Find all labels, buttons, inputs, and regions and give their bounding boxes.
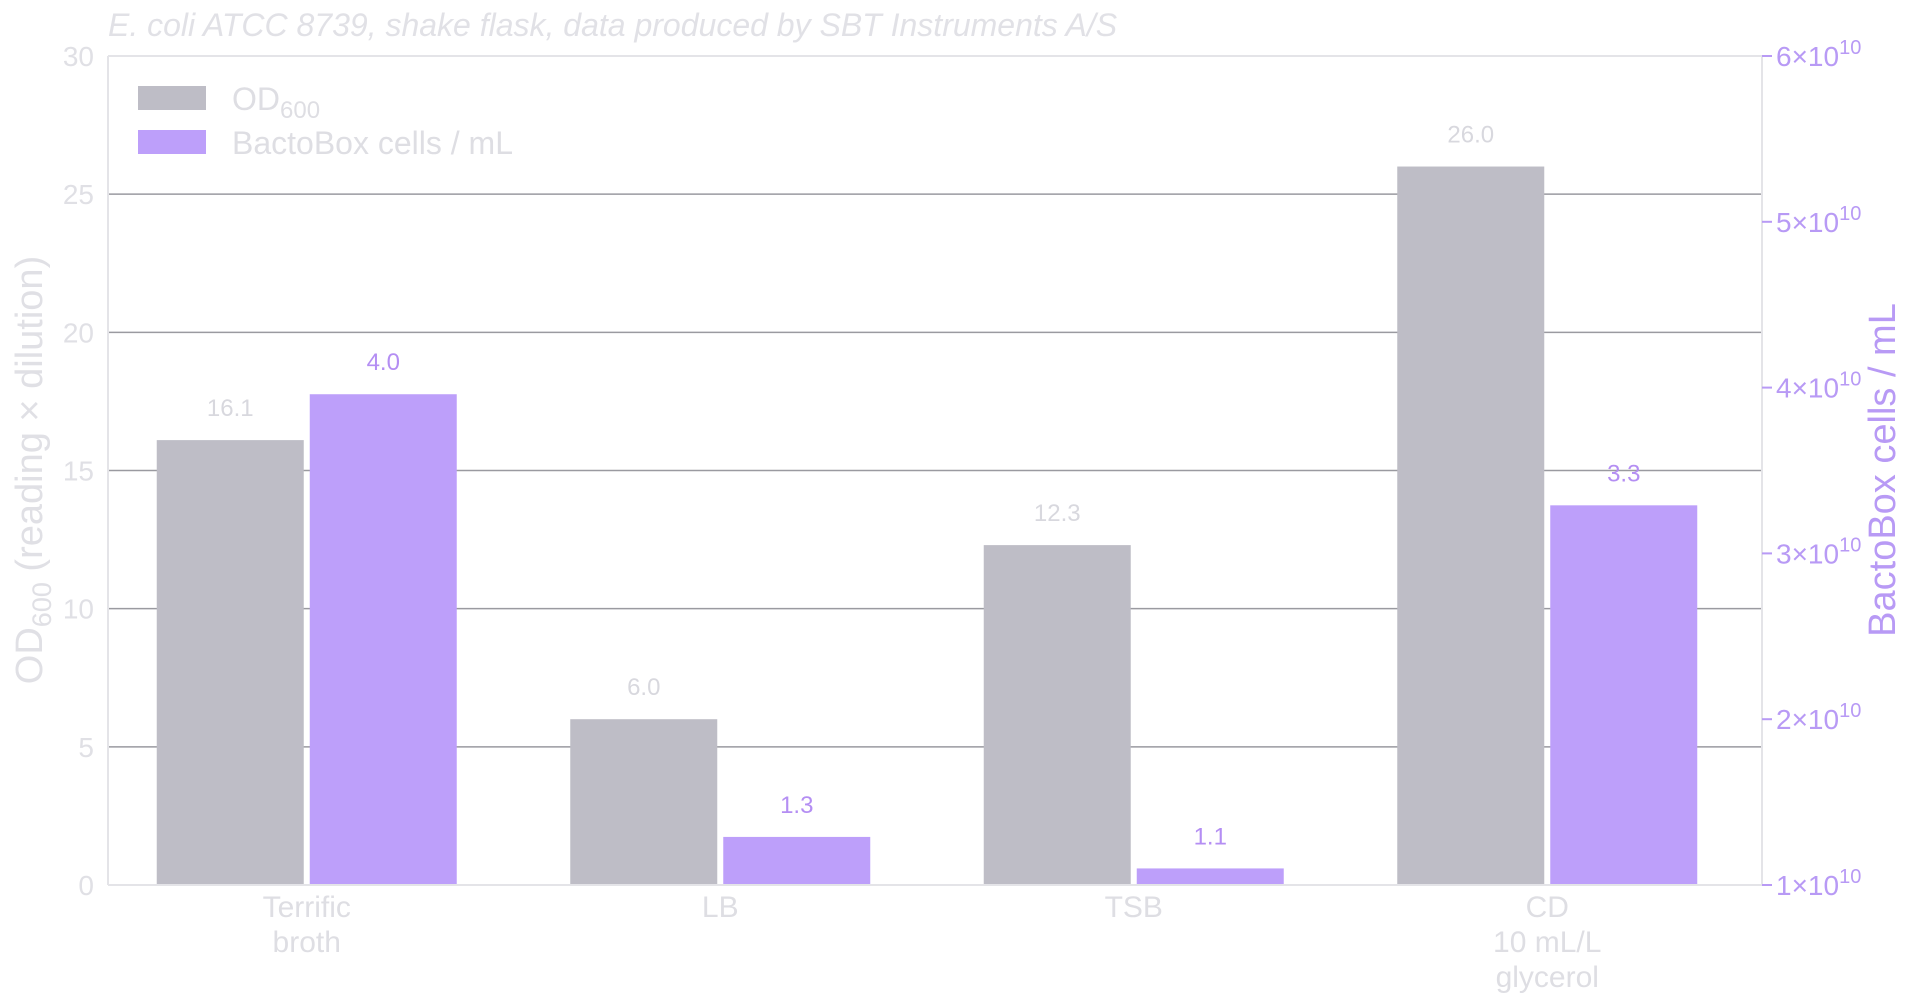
legend-swatch — [138, 86, 206, 110]
data-label-bactobox: 1.1 — [1194, 823, 1227, 850]
bar-od600 — [570, 719, 718, 885]
y-axis-left-label: OD600 (reading × dilution) — [9, 256, 57, 684]
y-left-tick-label: 20 — [63, 317, 94, 348]
category-label: CD 10 mL/L glycerol — [1493, 891, 1601, 994]
y-left-tick-label: 5 — [78, 732, 94, 763]
data-label-bactobox: 3.3 — [1607, 460, 1640, 487]
bar-bactobox — [723, 836, 871, 885]
category-labels: Terrific broth LB TSB CD 10 mL/L glycerol — [263, 891, 1602, 994]
chart-subtitle: E. coli ATCC 8739, shake flask, data pro… — [108, 7, 1117, 43]
plot-frame — [107, 55, 1763, 886]
legend-label: OD600 — [232, 81, 320, 124]
data-label-od600: 16.1 — [207, 395, 254, 422]
y-right-tick-label: 4×1010 — [1776, 369, 1861, 404]
data-label-od600: 12.3 — [1034, 500, 1081, 527]
y-left-tick-label: 25 — [63, 179, 94, 210]
bar-bactobox — [1136, 868, 1284, 885]
data-label-bactobox: 4.0 — [367, 349, 400, 376]
bar-od600 — [1397, 166, 1545, 886]
bar-bactobox — [309, 394, 457, 885]
left-axis-ticks: 0 5 10 15 20 25 30 — [63, 41, 94, 901]
bar-od600 — [156, 440, 304, 885]
category-label: Terrific broth — [263, 891, 351, 959]
y-right-tick-label: 2×1010 — [1776, 700, 1861, 735]
bar-bactobox — [1550, 505, 1698, 885]
y-left-tick-label: 15 — [63, 456, 94, 487]
y-right-tick-label: 1×1010 — [1776, 866, 1861, 901]
right-axis-ticks: 1×1010 2×1010 3×1010 4×1010 5×1010 6×1010 — [1762, 37, 1861, 901]
category-label: TSB — [1105, 891, 1163, 924]
bars: 16.1 4.0 6.0 1.3 12.3 1.1 26.0 3.3 — [156, 122, 1698, 886]
category-label: LB — [702, 891, 739, 924]
legend-label: BactoBox cells / mL — [232, 125, 513, 161]
legend-swatch — [138, 130, 206, 154]
y-right-tick-label: 3×1010 — [1776, 534, 1861, 569]
bar-od600 — [983, 545, 1131, 885]
data-label-od600: 6.0 — [627, 674, 660, 701]
y-right-tick-label: 5×1010 — [1776, 203, 1861, 238]
data-label-bactobox: 1.3 — [780, 792, 813, 819]
y-left-tick-label: 10 — [63, 594, 94, 625]
y-left-tick-label: 0 — [78, 870, 94, 901]
y-axis-right-label: BactoBox cells / mL — [1862, 303, 1904, 637]
data-label-od600: 26.0 — [1447, 122, 1494, 149]
y-right-tick-label: 6×1010 — [1776, 37, 1861, 72]
y-left-tick-label: 30 — [63, 41, 94, 72]
